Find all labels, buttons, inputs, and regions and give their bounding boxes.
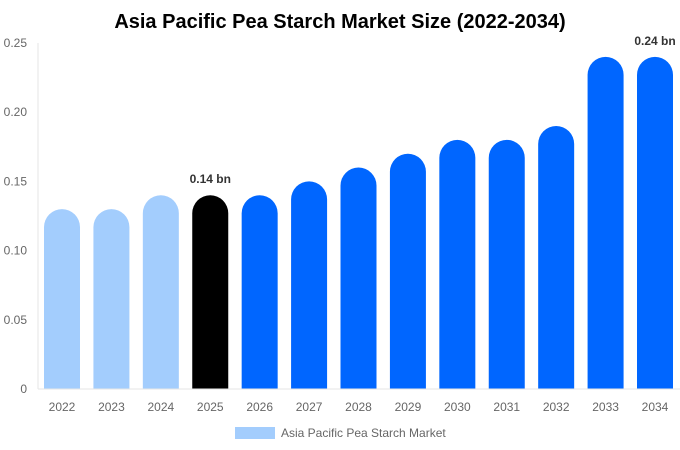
x-tick-label: 2028 xyxy=(345,400,372,414)
x-tick-label: 2027 xyxy=(296,400,323,414)
y-tick-label: 0.15 xyxy=(4,174,28,188)
y-tick-label: 0.25 xyxy=(4,36,28,50)
bar-2031[interactable] xyxy=(488,139,525,389)
x-tick-label: 2024 xyxy=(147,400,174,414)
bar-2027[interactable] xyxy=(291,181,328,389)
bar-2032[interactable] xyxy=(538,126,575,390)
y-tick-label: 0 xyxy=(20,382,27,396)
chart-title: Asia Pacific Pea Starch Market Size (202… xyxy=(114,11,565,33)
x-tick-label: 2033 xyxy=(592,400,619,414)
x-tick-label: 2032 xyxy=(543,400,570,414)
y-axis: 0 0.05 0.10 0.15 0.20 0.25 xyxy=(4,36,39,396)
x-tick-label: 2025 xyxy=(197,400,224,414)
bar-2023[interactable] xyxy=(93,209,130,389)
data-label: 0.14 bn xyxy=(190,172,231,186)
bar-2033[interactable] xyxy=(587,56,624,390)
x-tick-label: 2034 xyxy=(642,400,669,414)
legend-label: Asia Pacific Pea Starch Market xyxy=(281,426,446,440)
bar-2030[interactable] xyxy=(439,139,476,389)
x-axis: 2022 2023 2024 2025 2026 2027 2028 2029 2030 2031… xyxy=(38,388,680,414)
x-tick-label: 2026 xyxy=(246,400,273,414)
y-tick-label: 0.05 xyxy=(4,313,28,327)
x-tick-label: 2023 xyxy=(98,400,125,414)
x-tick-label: 2030 xyxy=(444,400,471,414)
bar-2028[interactable] xyxy=(340,167,377,389)
bar-2034[interactable] xyxy=(637,56,673,390)
bar-2022[interactable] xyxy=(44,209,80,389)
data-label: 0.24 bn xyxy=(634,34,675,48)
bars xyxy=(44,56,673,390)
bar-2029[interactable] xyxy=(389,153,426,389)
legend-swatch xyxy=(235,427,275,439)
legend[interactable]: Asia Pacific Pea Starch Market xyxy=(235,426,446,440)
x-tick-label: 2031 xyxy=(493,400,520,414)
bar-2025[interactable] xyxy=(192,195,229,389)
bar-2024[interactable] xyxy=(142,195,179,389)
y-tick-label: 0.20 xyxy=(4,105,28,119)
x-tick-label: 2029 xyxy=(395,400,422,414)
x-tick-label: 2022 xyxy=(49,400,76,414)
data-labels: 0.14 bn 0.24 bn xyxy=(190,34,676,186)
bar-2026[interactable] xyxy=(241,195,278,389)
y-tick-label: 0.10 xyxy=(4,244,28,258)
